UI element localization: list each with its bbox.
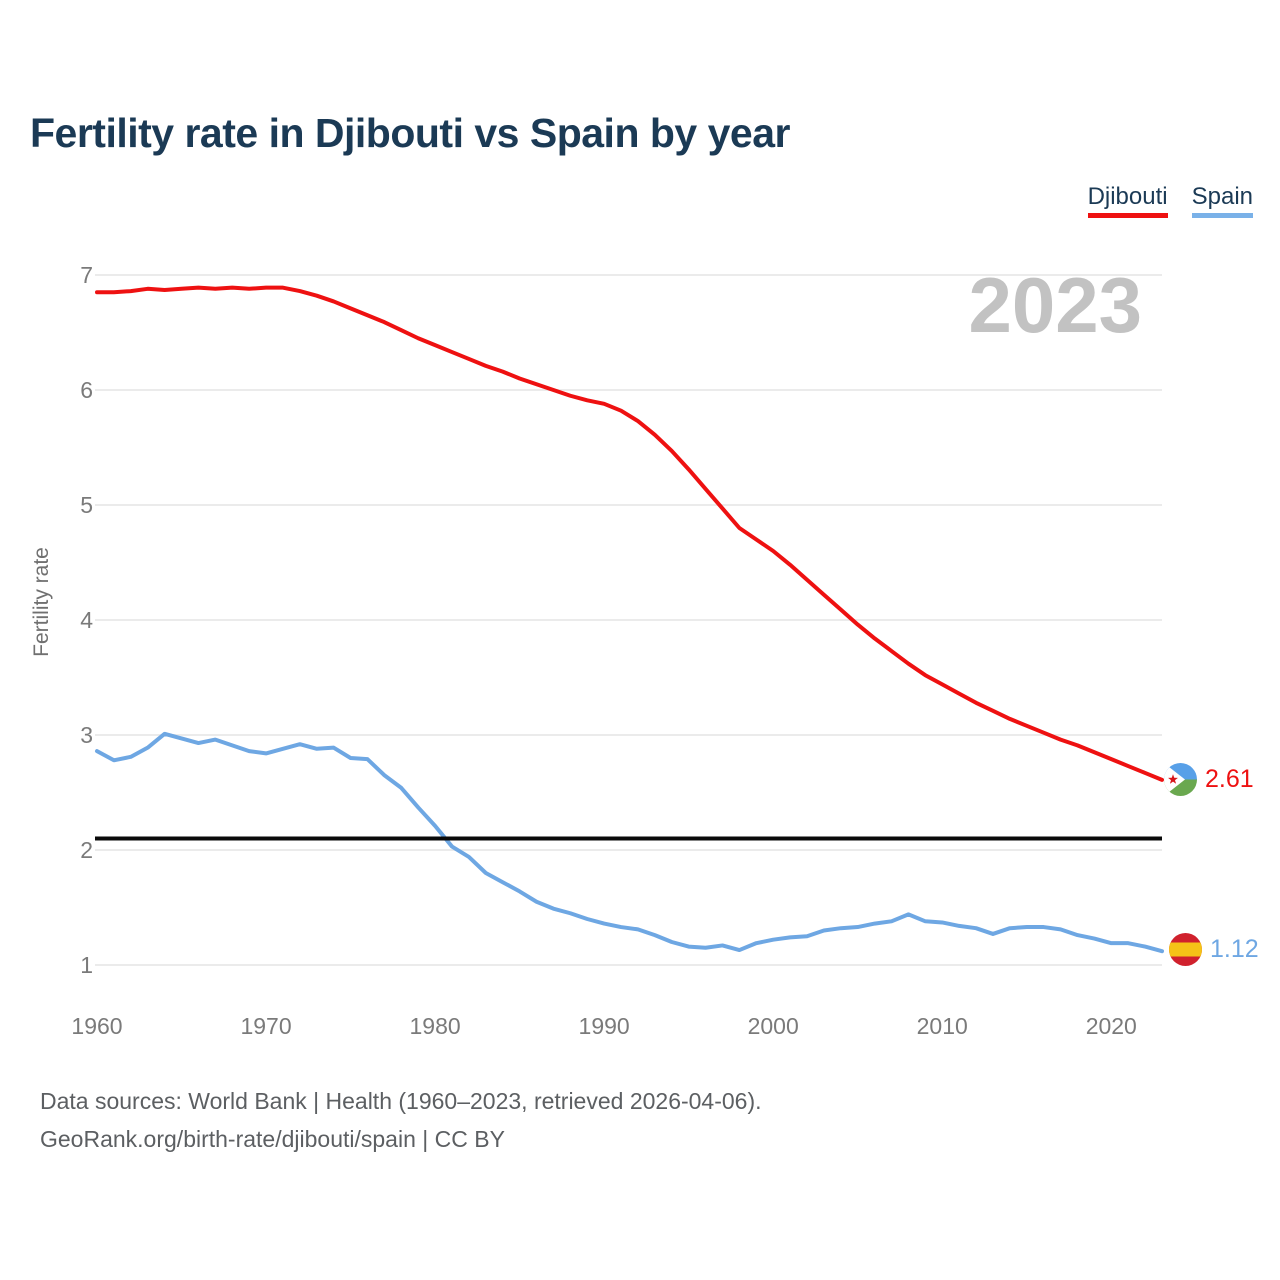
page-title: Fertility rate in Djibouti vs Spain by y… (30, 110, 790, 156)
x-tick-label: 1990 (578, 1013, 630, 1039)
attribution-footer: Data sources: World Bank | Health (1960–… (40, 1082, 762, 1158)
djibouti-flag-icon (1164, 763, 1197, 796)
djibouti-line[interactable] (95, 285, 1164, 782)
x-tick-label: 1970 (240, 1013, 292, 1039)
spain-legend-underline (1191, 213, 1253, 219)
x-tick-label: 1960 (71, 1013, 123, 1039)
spain-latest-value: 1.12 (1210, 935, 1259, 963)
y-tick-label: 4 (80, 607, 93, 633)
y-axis-title: Fertility rate (30, 547, 53, 657)
legend: Djibouti Spain (1087, 183, 1253, 219)
x-tick-label: 1980 (409, 1013, 461, 1039)
source-url-line: GeoRank.org/birth-rate/djibouti/spain | … (40, 1126, 505, 1152)
y-tick-label: 2 (80, 837, 93, 863)
legend-item-spain[interactable]: Spain (1191, 183, 1253, 219)
legend-label-djibouti: Djibouti (1087, 183, 1168, 210)
y-tick-label: 7 (80, 262, 93, 288)
djibouti-latest-value: 2.61 (1205, 765, 1254, 793)
watermark-year: 2023 (968, 261, 1142, 349)
y-tick-label: 6 (80, 377, 93, 403)
x-tick-label: 2000 (747, 1013, 799, 1039)
x-tick-label: 2020 (1085, 1013, 1137, 1039)
y-tick-label: 1 (80, 952, 93, 978)
spain-flag-icon (1169, 933, 1202, 966)
y-tick-label: 5 (80, 492, 93, 518)
data-sources-line: Data sources: World Bank | Health (1960–… (40, 1088, 762, 1114)
spain-end-label: 1.12 (1169, 933, 1259, 966)
legend-label-spain: Spain (1191, 183, 1253, 210)
y-tick-label: 3 (80, 722, 93, 748)
spain-line[interactable] (95, 731, 1164, 954)
djibouti-end-label: 2.61 (1164, 763, 1254, 796)
djibouti-legend-underline (1087, 213, 1168, 219)
legend-item-djibouti[interactable]: Djibouti (1087, 183, 1168, 219)
x-tick-label: 2010 (916, 1013, 968, 1039)
